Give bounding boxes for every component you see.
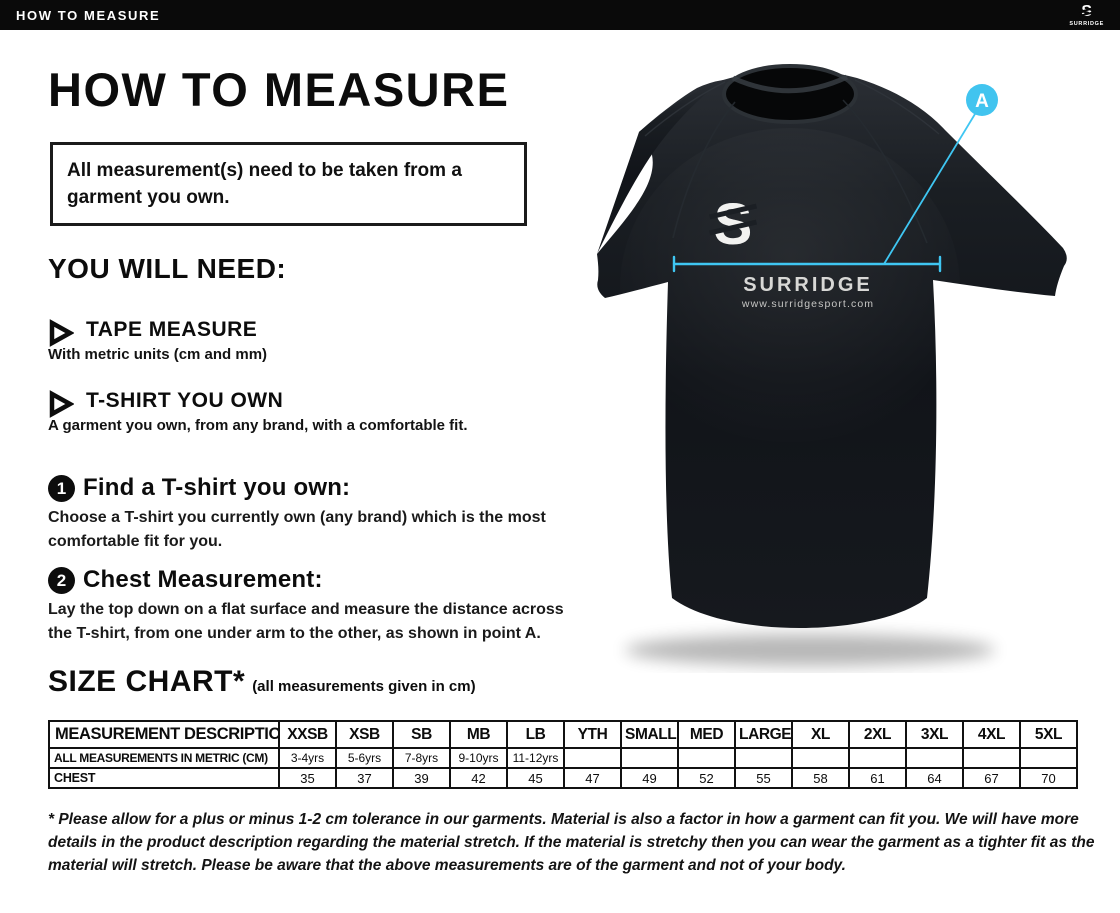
table-cell: 3-4yrs bbox=[278, 747, 337, 769]
table-cell bbox=[563, 747, 622, 769]
shirt-shadow bbox=[625, 634, 995, 666]
table-cell: 45 bbox=[506, 767, 565, 789]
column-header: XXSB bbox=[278, 720, 337, 749]
column-header: MEASUREMENT DESCRIPTION bbox=[48, 720, 280, 749]
table-cell: 7-8yrs bbox=[392, 747, 451, 769]
bullet-triangle-icon bbox=[49, 319, 74, 347]
table-cell: 42 bbox=[449, 767, 508, 789]
table-body: MEASUREMENT DESCRIPTION XXSB XSB SB MB LB YTH S… bbox=[48, 720, 1078, 789]
size-chart-table: MEASUREMENT DESCRIPTION XXSB XSB SB MB LB YTH S… bbox=[48, 720, 1078, 789]
shirt-highlight bbox=[620, 128, 960, 448]
shirt-brand-url: www.surridgesport.com bbox=[741, 298, 874, 310]
marker-pointer-line bbox=[883, 113, 976, 265]
marker-a: A bbox=[966, 84, 998, 116]
table-cell: 64 bbox=[905, 767, 964, 789]
table-cell bbox=[620, 747, 679, 769]
shirt-seam-right bbox=[842, 99, 928, 244]
need-item-tape-measure: TAPE MEASURE bbox=[86, 318, 258, 341]
table-cell: 70 bbox=[1019, 767, 1078, 789]
column-header: LB bbox=[506, 720, 565, 749]
table-cell bbox=[962, 747, 1021, 769]
size-chart-subtitle: (all measurements given in cm) bbox=[252, 678, 476, 695]
column-header: 4XL bbox=[962, 720, 1021, 749]
brand-wordmark: SURRIDGE bbox=[1069, 20, 1104, 27]
table-cell: 58 bbox=[791, 767, 850, 789]
size-chart-heading: SIZE CHART* (all measurements given in cm… bbox=[48, 665, 476, 699]
table-cell bbox=[734, 747, 793, 769]
table-cell bbox=[905, 747, 964, 769]
need-item-tshirt: T-SHIRT YOU OWN bbox=[86, 389, 284, 412]
shirt-seam-left bbox=[672, 101, 736, 239]
column-header: SB bbox=[392, 720, 451, 749]
notice-box: All measurement(s) need to be taken from… bbox=[50, 142, 527, 226]
table-cell bbox=[1019, 747, 1078, 769]
step-1-title: Find a T-shirt you own: bbox=[83, 474, 351, 501]
size-chart-title: SIZE CHART* bbox=[48, 665, 246, 698]
column-header: XL bbox=[791, 720, 850, 749]
shirt-s-logo: S bbox=[709, 192, 758, 257]
shirt-shoulder-seam-right bbox=[854, 79, 940, 135]
table-cell: 35 bbox=[278, 767, 337, 789]
bullet-triangle-icon bbox=[49, 390, 74, 418]
you-will-need-title: YOU WILL NEED: bbox=[48, 253, 287, 284]
need-item-tshirt-desc: A garment you own, from any brand, with … bbox=[48, 417, 468, 434]
step-2-description: Lay the top down on a flat surface and m… bbox=[48, 601, 564, 642]
table-cell: 52 bbox=[677, 767, 736, 789]
table-cell bbox=[677, 747, 736, 769]
table-cell: 67 bbox=[962, 767, 1021, 789]
step-1-number: 1 bbox=[48, 475, 75, 502]
column-header: XSB bbox=[335, 720, 394, 749]
table-cell bbox=[791, 747, 850, 769]
step-1-description: Choose a T-shirt you currently own (any … bbox=[48, 509, 546, 550]
tshirt-image: S SURRIDGE www.surridgesport.com A bbox=[597, 64, 1067, 666]
shirt-collar-inner bbox=[731, 74, 849, 94]
column-header: MB bbox=[449, 720, 508, 749]
step-2-number: 2 bbox=[48, 567, 75, 594]
shirt-shoulder-seam-left bbox=[644, 81, 726, 137]
step-2-title: Chest Measurement: bbox=[83, 566, 323, 593]
table-cell: 61 bbox=[848, 767, 907, 789]
tolerance-footnote: * Please allow for a plus or minus 1-2 c… bbox=[48, 811, 1095, 874]
table-cell: 47 bbox=[563, 767, 622, 789]
column-header: 2XL bbox=[848, 720, 907, 749]
table-cell: 5-6yrs bbox=[335, 747, 394, 769]
measurement-line bbox=[672, 113, 976, 273]
table-cell: 11-12yrs bbox=[506, 747, 565, 769]
column-header: MED bbox=[677, 720, 736, 749]
row-label: ALL MEASUREMENTS IN METRIC (CM) bbox=[48, 747, 280, 769]
column-header: 3XL bbox=[905, 720, 964, 749]
table-cell: 49 bbox=[620, 767, 679, 789]
top-bar: HOW TO MEASURE S SURRIDGE bbox=[0, 0, 1120, 30]
brand-s-icon: S bbox=[1077, 3, 1097, 20]
surridge-logo: S SURRIDGE bbox=[1069, 3, 1104, 27]
table-cell: 9-10yrs bbox=[449, 747, 508, 769]
table-cell: 37 bbox=[335, 767, 394, 789]
row-label: CHEST bbox=[48, 767, 280, 789]
column-header: 5XL bbox=[1019, 720, 1078, 749]
table-cell: 39 bbox=[392, 767, 451, 789]
svg-text:A: A bbox=[975, 91, 989, 112]
column-header: LARGE bbox=[734, 720, 793, 749]
shirt-brand-wordmark: SURRIDGE bbox=[743, 274, 873, 296]
shirt-collar-opening bbox=[724, 66, 856, 122]
shirt-collar-band bbox=[722, 64, 858, 124]
column-header: YTH bbox=[563, 720, 622, 749]
table-cell bbox=[848, 747, 907, 769]
top-bar-title: HOW TO MEASURE bbox=[16, 7, 161, 23]
column-header: SMALL bbox=[620, 720, 679, 749]
page-title: HOW TO MEASURE bbox=[48, 63, 510, 116]
table-cell: 55 bbox=[734, 767, 793, 789]
need-item-tape-measure-desc: With metric units (cm and mm) bbox=[48, 346, 268, 363]
